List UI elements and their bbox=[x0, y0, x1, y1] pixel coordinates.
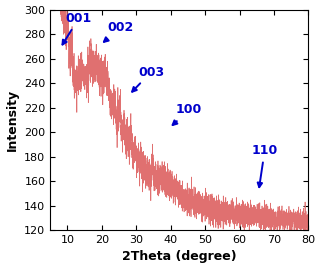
Text: 100: 100 bbox=[173, 104, 202, 125]
Text: 001: 001 bbox=[63, 12, 92, 45]
Text: 003: 003 bbox=[132, 66, 164, 92]
Y-axis label: Intensity: Intensity bbox=[5, 89, 19, 151]
Text: 002: 002 bbox=[104, 22, 133, 42]
X-axis label: 2Theta (degree): 2Theta (degree) bbox=[122, 250, 237, 263]
Text: 110: 110 bbox=[252, 144, 278, 187]
